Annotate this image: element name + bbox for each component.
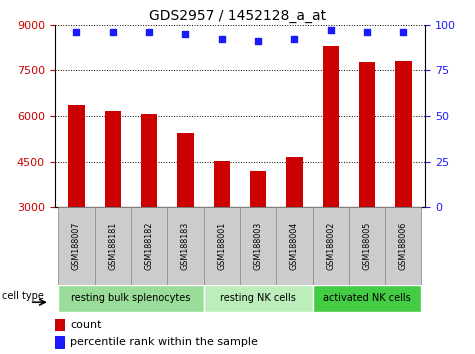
Bar [141,114,157,298]
Text: GSM188005: GSM188005 [362,222,371,270]
Bar [167,207,204,285]
Text: GDS2957 / 1452128_a_at: GDS2957 / 1452128_a_at [149,9,326,23]
Bar [55,336,65,349]
Point [291,36,298,42]
Bar [313,285,421,312]
Bar [204,285,313,312]
Text: GSM188001: GSM188001 [217,222,226,270]
Point [145,29,153,35]
Text: GSM188007: GSM188007 [72,222,81,270]
Bar [55,319,65,331]
Text: GSM188003: GSM188003 [254,222,263,270]
Point [327,27,334,33]
Point [254,38,262,44]
Text: count: count [70,320,102,330]
Bar [204,207,240,285]
Bar [349,207,385,285]
Bar [214,161,230,298]
Point [181,31,189,37]
Text: GSM188004: GSM188004 [290,222,299,270]
Text: GSM188181: GSM188181 [108,222,117,270]
Bar [385,207,421,285]
Bar [323,46,339,298]
Bar [95,207,131,285]
Text: cell type: cell type [2,291,44,302]
Text: resting NK cells: resting NK cells [220,293,296,303]
Bar [250,171,266,298]
Text: activated NK cells: activated NK cells [323,293,411,303]
Bar [395,61,411,298]
Text: percentile rank within the sample: percentile rank within the sample [70,337,258,347]
Point [73,29,80,35]
Text: GSM188006: GSM188006 [399,222,408,270]
Point [363,29,371,35]
Bar [286,157,303,298]
Bar [177,133,194,298]
Bar [359,62,375,298]
Bar [131,207,167,285]
Text: resting bulk splenocytes: resting bulk splenocytes [71,293,190,303]
Bar [68,105,85,298]
Bar [58,207,95,285]
Point [218,36,226,42]
Point [399,29,407,35]
Bar [58,285,204,312]
Bar [104,112,121,298]
Point [109,29,116,35]
Bar [313,207,349,285]
Bar [240,207,276,285]
Text: GSM188183: GSM188183 [181,222,190,270]
Bar [276,207,313,285]
Text: GSM188182: GSM188182 [144,222,153,270]
Text: GSM188002: GSM188002 [326,222,335,270]
